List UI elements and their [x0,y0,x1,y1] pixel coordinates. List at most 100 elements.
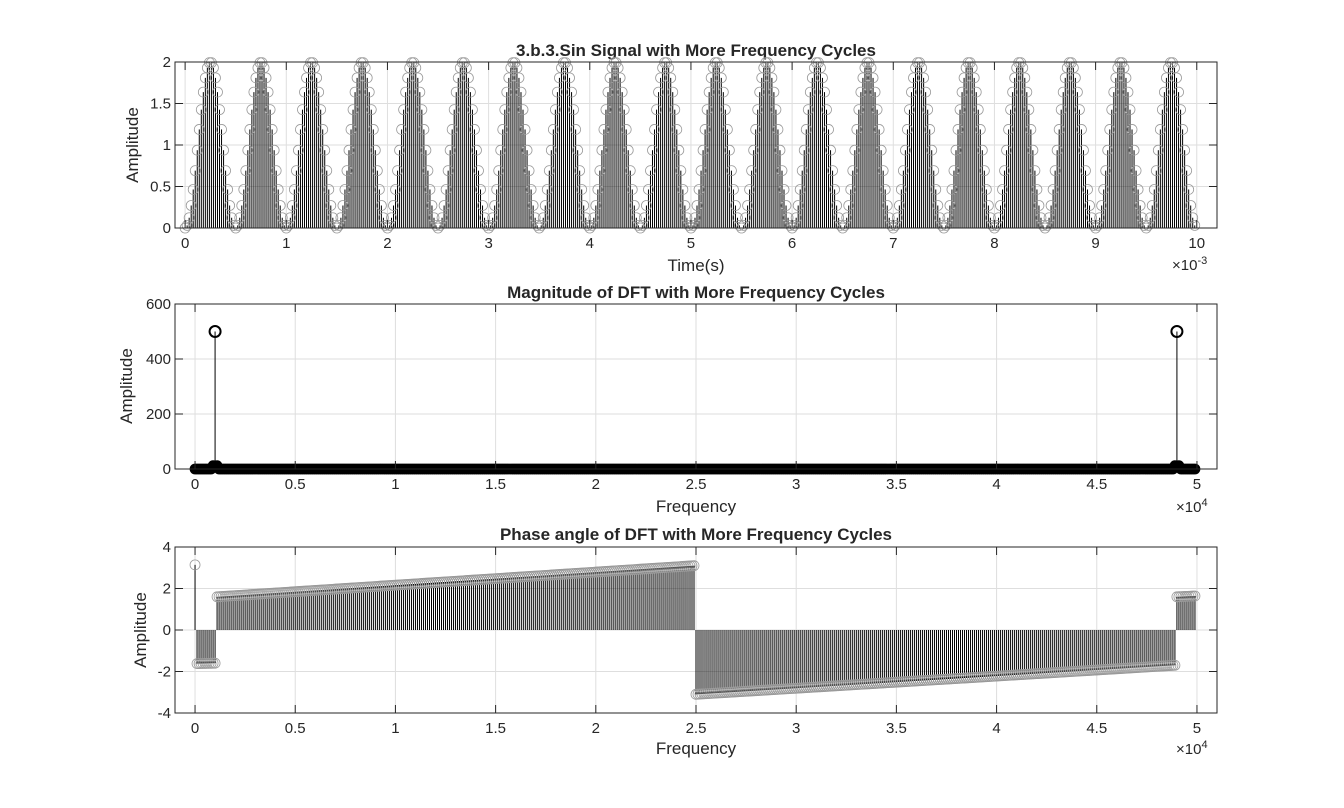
stem-marker [1158,86,1170,98]
stem-marker [673,144,685,156]
x-axis-label: Frequency [656,497,737,516]
x-tick-label: 4.5 [1086,476,1107,493]
x-tick-label: 4 [586,235,594,252]
stem-marker [1177,124,1189,135]
stem-marker [1106,104,1118,116]
x-axis-multiplier: ×104 [1176,497,1208,516]
stem-marker [210,72,221,84]
stem-marker [420,144,432,156]
stem-marker [665,72,677,84]
stem-marker [940,219,952,231]
stem-marker [610,57,622,69]
stem-marker [1170,325,1184,338]
stem-marker [976,144,988,156]
stem-marker [369,144,381,156]
stem-marker [195,104,207,116]
stem-marker [980,184,992,195]
stem-marker [487,212,499,224]
stem-marker [679,200,691,211]
stem-marker [596,144,608,156]
stem-marker [485,219,497,231]
stem-marker [479,212,490,224]
stem-marker [1179,144,1191,156]
x-tick-label: 3 [792,720,800,737]
stem-marker [889,219,901,231]
stem-marker [549,104,561,116]
x-tick-label: 2 [383,235,391,252]
stem-marker [224,200,236,211]
stem-marker [1037,219,1049,231]
stem-marker [1098,184,1110,195]
stem-marker [299,86,310,98]
y-tick-label: 2 [163,581,171,598]
stem-marker [669,104,681,116]
stem-marker [541,184,553,195]
stem-marker [262,86,274,98]
stem-marker [1150,165,1162,177]
stem-marker [181,219,193,231]
stem-marker [197,86,209,98]
stem-marker [950,144,962,156]
stem-marker [1019,72,1031,84]
stem-marker [968,72,980,84]
stem-marker [643,184,654,195]
stem-marker [365,104,377,116]
stem-marker [321,165,333,177]
stem-marker [333,219,345,231]
stem-marker [869,86,881,98]
stem-marker [897,165,909,177]
stem-marker [422,165,434,177]
stem-marker [234,212,246,224]
stem-marker [317,124,329,135]
stem-marker [244,124,256,135]
stem-marker [216,124,227,135]
stem-marker [695,165,707,177]
stem-marker [218,144,229,156]
stem-marker [984,212,996,224]
stem-marker [246,104,258,116]
stem-marker [895,184,907,195]
stem-marker [1156,104,1168,116]
stem-marker [1067,62,1079,74]
stem-marker [396,124,408,135]
stem-marker [295,124,306,135]
stem-marker [1175,104,1186,116]
stem-marker [1126,124,1138,135]
stem-marker [762,57,774,69]
y-tick-label: -2 [158,664,171,681]
stem-marker [614,72,626,84]
stem-marker [471,144,482,156]
x-tick-label: 1.5 [485,476,506,493]
x-tick-label: 3.5 [886,720,907,737]
stem-marker [339,184,351,195]
stem-marker [800,124,812,135]
stem-marker [475,184,486,195]
stem-marker [1169,659,1181,671]
stem-marker [732,212,743,224]
stem-marker [185,200,197,211]
stem-marker [341,165,353,177]
stem-marker [1118,62,1130,74]
stem-marker [1134,200,1146,211]
stem-marker [222,184,234,195]
stem-marker [377,212,389,224]
x-axis-multiplier: ×10-3 [1172,255,1207,274]
stem-marker [768,86,780,98]
stem-marker [815,62,826,74]
stem-marker [208,325,222,338]
x-tick-label: 5 [1193,476,1201,493]
stem-marker [628,200,640,211]
stem-marker [671,124,683,135]
stem-marker [268,144,280,156]
stem-marker [282,219,294,231]
stem-marker [930,184,942,195]
stem-marker [1015,57,1027,69]
stem-marker [802,104,814,116]
stem-marker [288,184,300,195]
x-tick-label: 9 [1091,235,1099,252]
stem-marker [325,200,337,211]
stem-marker [1001,144,1012,156]
y-tick-label: 400 [146,351,171,368]
stem-marker [618,104,630,116]
stem-marker [220,165,231,177]
